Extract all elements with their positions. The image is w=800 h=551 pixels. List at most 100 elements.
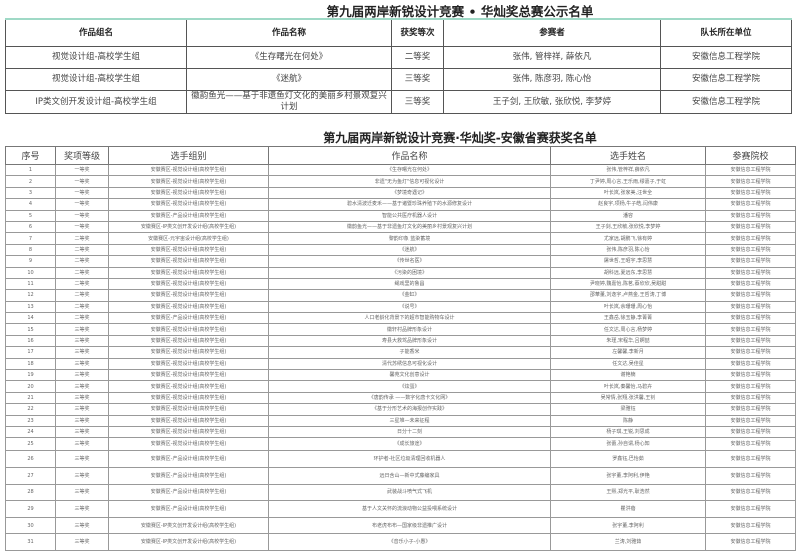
cell-index: 17 <box>5 346 56 359</box>
cell-index: 18 <box>5 357 56 371</box>
cell-index: 20 <box>5 380 56 393</box>
cell-school: 安徽信息工程学院 <box>705 232 796 245</box>
cell-school: 安徽信息工程学院 <box>705 437 796 452</box>
header-school: 参赛院校 <box>705 146 796 165</box>
cell-names: 朱瑾,宋程华,吕婀喆 <box>550 334 706 348</box>
cell-category: 安徽赛区-视觉设计组(高校学生组) <box>108 425 269 439</box>
cell-school: 安徽信息工程学院 <box>705 277 796 291</box>
cell-work-name: 三星堆—未来征程 <box>268 414 551 428</box>
cell-school: 安徽信息工程学院 <box>705 323 796 336</box>
cell-unit: 安徽信息工程学院 <box>660 90 792 114</box>
header-participants: 参赛者 <box>443 18 661 47</box>
cell-index: 7 <box>5 232 56 245</box>
cell-award-level: 一等奖 <box>55 220 109 234</box>
cell-names: 赵良宇,项杨,牛子皓,闫伟康 <box>550 198 706 211</box>
cell-names: 尤家远,胡鹏飞,徐有婷 <box>550 232 706 245</box>
table-row: 30 三等奖 安徽赛区-IP类文创开发设计组(高校学生组) 布老虎布布—国家级非遗推广… <box>5 516 796 535</box>
cell-award: 二等奖 <box>391 46 444 69</box>
cell-work-name: 碧水清波迁麦禾——基于诸暨珍珠养殖下的水源修复设计 <box>268 198 551 211</box>
cell-school: 安徽信息工程学院 <box>705 533 796 551</box>
cell-category: 安徽赛区-视觉设计组(高校学生组) <box>108 175 269 188</box>
cell-index: 10 <box>5 266 56 279</box>
cell-work: 徽韵鱼光——基于非遗鱼灯文化的美丽乡村景观复兴计划 <box>186 90 392 114</box>
cell-names: 任文达,吴佳星 <box>550 357 706 371</box>
cell-names: 罗鑫钰,巴怡茹 <box>550 450 706 468</box>
cell-names: 潘容 <box>550 209 706 222</box>
cell-category: 安徽赛区-视觉设计组(高校学生组) <box>108 380 269 393</box>
cell-names: 兰涛,刘雅茹 <box>550 533 706 551</box>
cell-index: 4 <box>5 198 56 211</box>
cell-names: 张宇董,李阿利,伊艳 <box>550 466 706 485</box>
cell-award-level: 三等奖 <box>55 437 109 452</box>
cell-names: 王熙,郑光平,耿浩然 <box>550 483 706 502</box>
cell-school: 安徽信息工程学院 <box>705 255 796 268</box>
cell-index: 27 <box>5 466 56 485</box>
cell-award-level: 三等奖 <box>55 391 109 405</box>
cell-school: 安徽信息工程学院 <box>705 450 796 468</box>
cell-category: 安徽赛区-产品设计组(高校学生组) <box>108 466 269 485</box>
table-row: 2 一等奖 安徽赛区-视觉设计组(高校学生组) 非遗"无为鱼灯"信息可视化设计 丁尹婷,… <box>5 175 796 188</box>
table-row: IP类文创开发设计组-高校学生组 徽韵鱼光——基于非遗鱼灯文化的美丽乡村景观复兴计… <box>5 90 792 114</box>
cell-award: 三等奖 <box>391 90 444 114</box>
table-row: 17 三等奖 安徽赛区-视觉设计组(高校学生组) 子能香米 左馨馨,李新月 安徽信息工程学… <box>5 346 796 359</box>
cell-work-name: 《生存曙光在何处》 <box>268 163 551 177</box>
cell-award-level: 三等奖 <box>55 533 109 551</box>
table-row: 12 二等奖 安徽赛区-视觉设计组(高校学生组) 《金缸》 邵華董,刘逸宇,卢燕金,王哲… <box>5 289 796 302</box>
cell-index: 30 <box>5 516 56 535</box>
cell-participants: 张伟, 陈彦羽, 陈心怡 <box>443 68 661 91</box>
cell-award-level: 三等奖 <box>55 334 109 348</box>
table-row: 23 三等奖 安徽赛区-视觉设计组(高校学生组) 三星堆—未来征程 陈静 安徽信息工程学院 <box>5 414 796 428</box>
cell-names: 梁雅钰 <box>550 403 706 416</box>
cell-award-level: 二等奖 <box>55 232 109 245</box>
table-row: 6 一等奖 安徽赛区-IP类文创开发设计组(高校学生组) 徽韵鱼光——基于非遗鱼灯文化… <box>5 220 796 234</box>
cell-work-name: 寿县大救驾品牌形象设计 <box>268 334 551 348</box>
cell-school: 安徽信息工程学院 <box>705 500 796 518</box>
cell-work-name: 人口老龄化背景下的超市智能购物车设计 <box>268 312 551 325</box>
cell-names: 谢艳楠 <box>550 369 706 382</box>
table-row: 25 三等奖 安徽赛区-视觉设计组(高校学生组) 《成长旅途》 张蕾,孙自谓,杨心知 安徽… <box>5 437 796 452</box>
cell-work-name: 智能公共医疗机器人设计 <box>268 209 551 222</box>
cell-participants: 王子剑, 王欣敏, 张欣悦, 李梦婷 <box>443 90 661 114</box>
cell-names: 张伟,陈彦羽,陈心怡 <box>550 243 706 257</box>
cell-work: 《生存曙光在何处》 <box>186 46 392 69</box>
cell-work-name: 布老虎布布—国家级非遗推广设计 <box>268 516 551 535</box>
final-list-title: 第九届两岸新锐设计竞赛 • 华灿奖总赛公示名单 <box>326 4 594 19</box>
table-row: 3 一等奖 安徽赛区-视觉设计组(高校学生组) 《梦境奇遇记》 叶长岚,张家美,汪世全安… <box>5 186 796 200</box>
header-index: 序号 <box>5 146 56 165</box>
cell-work-name: 《传世名医》 <box>268 255 551 268</box>
cell-award-level: 一等奖 <box>55 163 109 177</box>
cell-work-name: 非遗"无为鱼灯"信息可视化设计 <box>268 175 551 188</box>
cell-names: 王鑫岳,徐玉静,李菁菁 <box>550 312 706 325</box>
cell-award-level: 一等奖 <box>55 175 109 188</box>
table-row: 29 三等奖 安徽赛区-产品设计组(高校学生组) 基于人文关怀的流浪动物公益投喂系统设… <box>5 500 796 518</box>
cell-school: 安徽信息工程学院 <box>705 391 796 405</box>
cell-index: 22 <box>5 403 56 416</box>
cell-names: 左馨馨,李新月 <box>550 346 706 359</box>
table-row: 10 二等奖 安徽赛区-视觉设计组(高校学生组) 《污染的困境》 胡科远,夏远东,李思慧… <box>5 266 796 279</box>
table-row: 21 三等奖 安徽赛区-视觉设计组(高校学生组) 《唐韵传承 ——数字化唐卡文化网》吴… <box>5 391 796 405</box>
cell-award-level: 三等奖 <box>55 516 109 535</box>
cell-work-name: 徽轩村品牌形象设计 <box>268 323 551 336</box>
cell-work-name: 《唐韵传承 ——数字化唐卡文化网》 <box>268 391 551 405</box>
table-row: 31 三等奖 安徽赛区-IP类文创开发设计组(高校学生组) 《音乐小子-小愚》 兰涛,刘… <box>5 533 796 551</box>
cell-work-name: 《污染的困境》 <box>268 266 551 279</box>
header-work: 作品名称 <box>186 18 392 47</box>
cell-award-level: 三等奖 <box>55 403 109 416</box>
table-row: 1 一等奖 安徽赛区-视觉设计组(高校学生组) 《生存曙光在何处》 张伟,管梓祥,薛依凡… <box>5 163 796 177</box>
cell-index: 3 <box>5 186 56 200</box>
cell-school: 安徽信息工程学院 <box>705 516 796 535</box>
cell-award-level: 二等奖 <box>55 300 109 314</box>
cell-category: 安徽赛区-IP类文创开发设计组(高校学生组) <box>108 220 269 234</box>
table-row: 27 三等奖 安徽赛区-产品设计组(高校学生组) 远日含山—新中式藤编家具 张宇董,李阿… <box>5 466 796 485</box>
table-row: 22 三等奖 安徽赛区-视觉设计组(高校学生组) 《基于分形艺术的海报创作实践》 梁雅钰… <box>5 403 796 416</box>
cell-category: 安徽赛区-视觉设计组(高校学生组) <box>108 414 269 428</box>
cell-award-level: 三等奖 <box>55 323 109 336</box>
cell-category: 安徽赛区-视觉设计组(高校学生组) <box>108 391 269 405</box>
cell-award-level: 三等奖 <box>55 466 109 485</box>
cell-school: 安徽信息工程学院 <box>705 220 796 234</box>
cell-names: 瞿洪蓓 <box>550 500 706 518</box>
cell-work-name: 《成长旅途》 <box>268 437 551 452</box>
cell-category: 安徽赛区-视觉设计组(高校学生组) <box>108 346 269 359</box>
cell-school: 安徽信息工程学院 <box>705 312 796 325</box>
cell-school: 安徽信息工程学院 <box>705 357 796 371</box>
